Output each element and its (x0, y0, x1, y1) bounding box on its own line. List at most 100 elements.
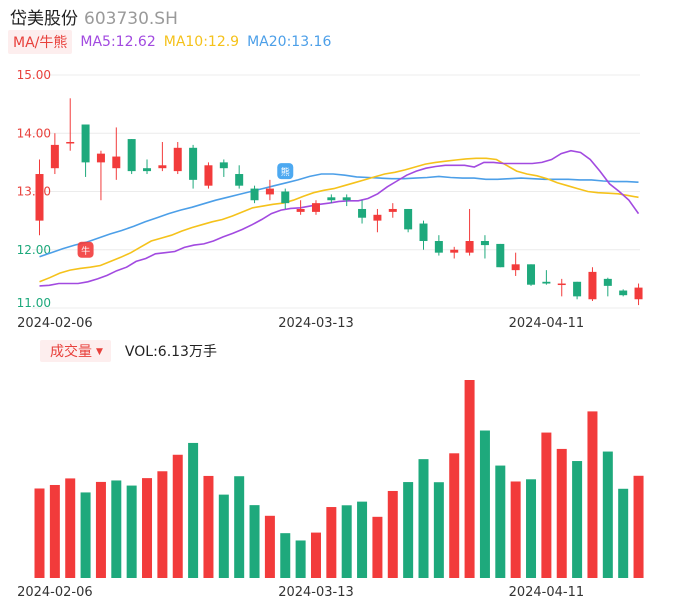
volume-bar[interactable] (464, 380, 475, 578)
volume-bar[interactable] (65, 478, 76, 578)
candle-body[interactable] (511, 264, 520, 271)
bear-signal-icon[interactable] (277, 163, 294, 180)
candle-body[interactable] (373, 214, 382, 221)
candle-body[interactable] (465, 241, 474, 253)
volume-bar[interactable] (372, 516, 383, 578)
stock-name: 岱美股份 (10, 9, 78, 29)
volume-bar[interactable] (234, 476, 245, 578)
candle-body[interactable] (588, 271, 597, 300)
volume-bar[interactable] (142, 478, 153, 578)
candle-body[interactable] (219, 162, 228, 169)
volume-bar[interactable] (341, 505, 352, 578)
candle-body[interactable] (342, 197, 351, 201)
candle-body[interactable] (450, 249, 459, 253)
candle-body[interactable] (235, 174, 244, 186)
volume-bar[interactable] (403, 482, 414, 578)
candle-body[interactable] (327, 197, 336, 201)
volume-bar[interactable] (526, 479, 537, 578)
ma10-line (39, 157, 639, 283)
volume-bar[interactable] (495, 465, 506, 578)
y-tick-label: 13.00 (17, 185, 51, 199)
volume-bar[interactable] (95, 481, 106, 578)
candle-body[interactable] (419, 223, 428, 242)
volume-bar[interactable] (633, 475, 644, 578)
volume-bar[interactable] (418, 459, 429, 578)
candle-body[interactable] (404, 208, 413, 230)
volume-bar[interactable] (203, 475, 214, 578)
volume-bar[interactable] (587, 411, 598, 578)
candle-body[interactable] (434, 241, 443, 253)
candle-body[interactable] (557, 283, 566, 286)
volume-bar[interactable] (618, 488, 629, 578)
candle-body[interactable] (250, 188, 259, 201)
candle-body[interactable] (281, 191, 290, 204)
ma5-label: MA5:12.62 (80, 34, 156, 50)
volume-bar[interactable] (249, 505, 260, 578)
stock-code: 603730.SH (84, 9, 178, 29)
x-tick-label: 2024-04-11 (509, 316, 585, 331)
volume-bar[interactable] (218, 494, 229, 578)
volume-bar[interactable] (357, 501, 368, 578)
candle-body[interactable] (66, 141, 75, 144)
candle-body[interactable] (573, 281, 582, 297)
volume-bar[interactable] (541, 432, 552, 578)
y-tick-label: 11.00 (17, 296, 51, 310)
volume-bar[interactable] (449, 453, 460, 578)
ma20-line (39, 173, 639, 258)
candle-body[interactable] (296, 208, 305, 212)
volume-bar[interactable] (157, 471, 168, 578)
volume-bar[interactable] (188, 442, 199, 578)
candle-body[interactable] (204, 165, 213, 186)
signal-label: 熊 (281, 166, 290, 178)
volume-bar[interactable] (602, 451, 613, 578)
candle-body[interactable] (496, 243, 505, 268)
candle-body[interactable] (127, 139, 136, 172)
candle-body[interactable] (143, 168, 152, 172)
candle-body[interactable] (158, 165, 167, 169)
candle-body[interactable] (81, 124, 90, 163)
candle-body[interactable] (35, 174, 44, 221)
volume-bar[interactable] (295, 540, 306, 578)
bull-signal-icon[interactable] (77, 241, 94, 258)
volume-bar[interactable] (326, 507, 337, 578)
volume-bar[interactable] (479, 430, 490, 578)
volume-value: VOL:6.13万手 (124, 344, 217, 360)
volume-bar[interactable] (556, 448, 567, 578)
volume-bar[interactable] (34, 488, 45, 578)
volume-indicator-label: 成交量 (50, 344, 92, 360)
candle-body[interactable] (527, 264, 536, 285)
candle-body[interactable] (388, 208, 397, 212)
volume-bar[interactable] (126, 485, 137, 578)
candle-body[interactable] (542, 281, 551, 284)
candle-body[interactable] (265, 188, 274, 195)
candle-body[interactable] (173, 147, 182, 172)
volume-bar[interactable] (387, 490, 398, 578)
candle-body[interactable] (358, 208, 367, 218)
candle-body[interactable] (96, 153, 105, 163)
candle-body[interactable] (189, 147, 198, 180)
volume-bar[interactable] (572, 461, 583, 578)
volume-bar[interactable] (264, 515, 275, 578)
stock-header: 岱美股份 603730.SH (10, 4, 178, 29)
volume-indicator-button[interactable]: 成交量 ▼ (40, 340, 111, 362)
candle-body[interactable] (50, 144, 59, 169)
volume-bar[interactable] (433, 482, 444, 578)
candle-body[interactable] (634, 287, 643, 300)
candle-body[interactable] (603, 278, 612, 286)
volume-bar[interactable] (80, 492, 91, 578)
candle-body[interactable] (619, 290, 628, 296)
volume-bar[interactable] (280, 533, 291, 578)
x-tick-label: 2024-02-06 (17, 585, 93, 600)
volume-bar[interactable] (111, 480, 122, 578)
ma20-label: MA20:13.16 (247, 34, 332, 50)
x-tick-label: 2024-02-06 (17, 316, 93, 331)
volume-bar[interactable] (310, 532, 321, 578)
volume-bar[interactable] (49, 484, 60, 578)
ma-toggle-button[interactable]: MA/牛熊 (8, 30, 73, 54)
candle-body[interactable] (480, 241, 489, 246)
candle-body[interactable] (112, 156, 121, 169)
volume-bar[interactable] (172, 454, 183, 578)
candle-body[interactable] (311, 203, 320, 212)
volume-bar[interactable] (510, 481, 521, 578)
